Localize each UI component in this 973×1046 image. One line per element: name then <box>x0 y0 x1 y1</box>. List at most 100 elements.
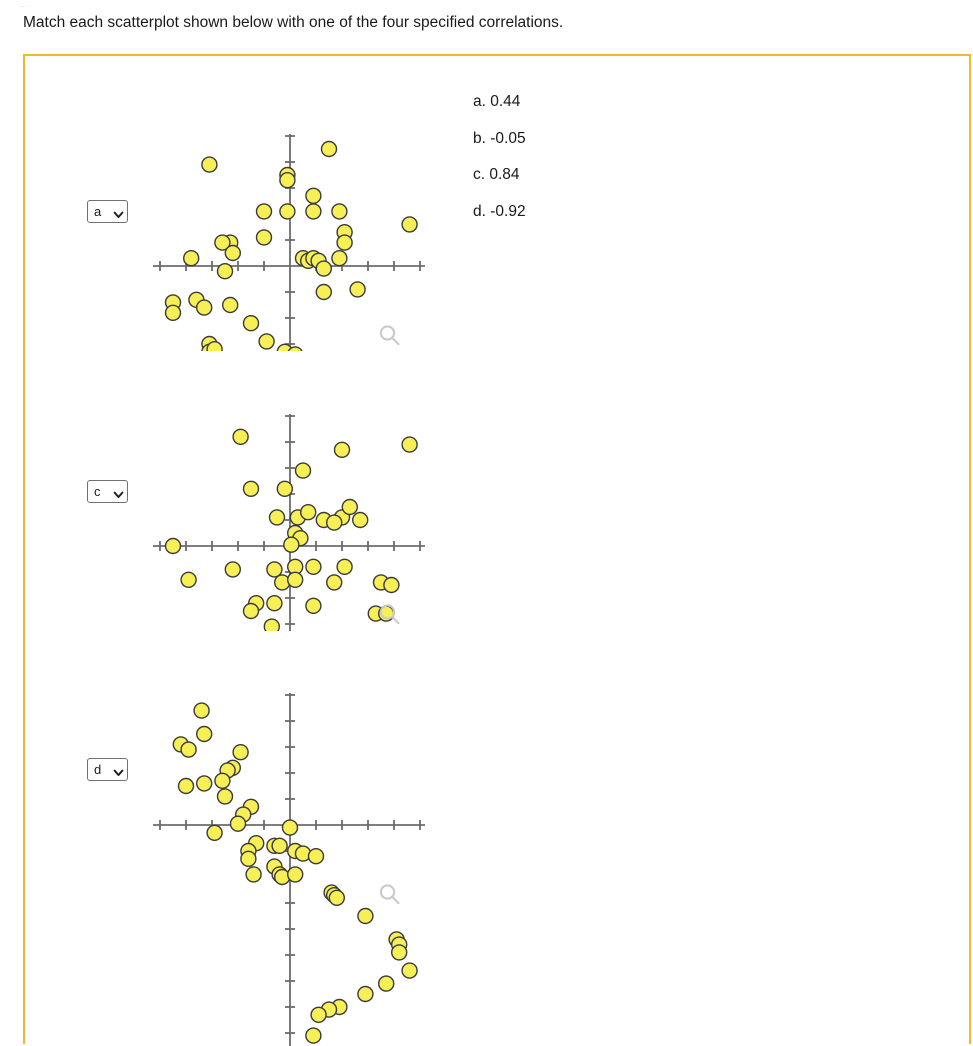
selector-plot-3[interactable]: d <box>87 758 128 781</box>
data-point <box>333 441 351 459</box>
data-point <box>326 574 343 591</box>
data-point <box>331 249 348 267</box>
zoom-magnifier-icon-1[interactable] <box>377 323 403 349</box>
data-point <box>201 156 218 173</box>
data-point <box>224 561 242 578</box>
data-point <box>245 866 262 883</box>
data-point <box>315 283 332 301</box>
data-point <box>266 561 283 578</box>
page-root: ... Match each scatterplot shown below w… <box>20 2 971 1046</box>
data-point <box>349 281 366 298</box>
data-point <box>300 503 317 521</box>
data-point <box>255 229 273 246</box>
data-point <box>268 509 286 526</box>
quiz-frame: a c d <box>23 54 971 1046</box>
data-point <box>164 304 182 321</box>
data-point <box>232 743 249 761</box>
data-point <box>401 436 418 453</box>
data-point <box>266 595 283 612</box>
page-title: Match each scatterplot shown below with … <box>23 14 564 31</box>
answer-option-c: c. 0.84 <box>473 166 520 183</box>
chevron-down-icon <box>113 763 124 776</box>
data-point <box>229 815 247 832</box>
data-point <box>255 203 273 220</box>
data-point <box>305 187 322 205</box>
data-point <box>281 819 299 836</box>
data-points <box>172 702 418 1044</box>
selector-plot-1[interactable]: a <box>87 200 128 223</box>
scatterplot-1-block <box>25 56 465 351</box>
data-point <box>279 171 296 189</box>
data-point <box>232 428 249 446</box>
top-cropped-text-artifact: ... <box>20 2 28 9</box>
selector-plot-2[interactable]: c <box>87 480 128 503</box>
data-points <box>164 140 418 351</box>
zoom-magnifier-icon-2[interactable] <box>377 602 403 628</box>
data-point <box>206 824 223 842</box>
zoom-magnifier-icon-3[interactable] <box>377 882 403 908</box>
data-point <box>195 299 213 316</box>
scatterplot-2-block <box>25 336 465 631</box>
data-point <box>164 537 182 555</box>
data-point <box>182 249 200 267</box>
chevron-down-icon <box>113 205 124 218</box>
data-point <box>357 985 374 1003</box>
data-point <box>336 558 353 576</box>
data-point <box>271 837 288 855</box>
data-point <box>276 480 293 498</box>
data-point <box>276 343 293 351</box>
answer-options-list: a. 0.44 b. -0.05 c. 0.84 d. -0.92 <box>473 84 713 230</box>
data-point <box>352 511 369 529</box>
data-point <box>242 315 260 332</box>
data-point <box>401 962 418 979</box>
data-point <box>305 558 322 576</box>
data-point <box>357 907 374 925</box>
data-point <box>305 597 322 614</box>
data-point <box>242 480 260 498</box>
data-point <box>214 234 231 251</box>
data-point <box>287 866 304 883</box>
data-point <box>383 576 400 594</box>
data-point <box>214 772 231 790</box>
data-point <box>195 775 213 792</box>
data-point <box>216 788 234 805</box>
answer-option-a: a. 0.44 <box>473 93 521 110</box>
data-point <box>221 296 239 314</box>
selector-plot-3-value: d <box>94 762 102 777</box>
data-point <box>391 944 408 961</box>
data-point <box>401 216 418 233</box>
data-point <box>279 203 296 220</box>
data-point <box>206 341 223 351</box>
data-point <box>216 262 234 280</box>
data-point <box>326 514 343 531</box>
data-point <box>193 702 210 719</box>
data-point <box>305 203 322 220</box>
data-point <box>378 975 395 992</box>
data-point <box>263 618 280 631</box>
data-point <box>287 571 304 589</box>
data-point <box>287 346 303 351</box>
scatterplot-3-block <box>25 615 465 1046</box>
data-point <box>177 777 195 795</box>
answer-option-d: d. -0.92 <box>473 202 526 220</box>
data-point <box>328 889 345 906</box>
scatterplot-1-canvas <box>153 134 425 351</box>
data-point <box>307 847 325 865</box>
data-point <box>195 725 213 743</box>
data-point <box>242 602 260 620</box>
data-point <box>294 462 312 479</box>
data-point <box>180 741 197 758</box>
data-point <box>180 571 197 589</box>
data-point <box>240 850 257 868</box>
data-point <box>341 498 358 516</box>
data-point <box>283 536 300 553</box>
chevron-down-icon <box>113 485 124 498</box>
selector-plot-2-value: c <box>94 484 101 499</box>
data-point <box>305 1027 322 1044</box>
data-point <box>310 1006 327 1023</box>
data-point <box>331 203 348 220</box>
plots-area: a c d <box>25 56 465 1046</box>
data-point <box>224 244 242 262</box>
data-point <box>336 234 353 251</box>
selector-plot-1-value: a <box>94 204 102 219</box>
